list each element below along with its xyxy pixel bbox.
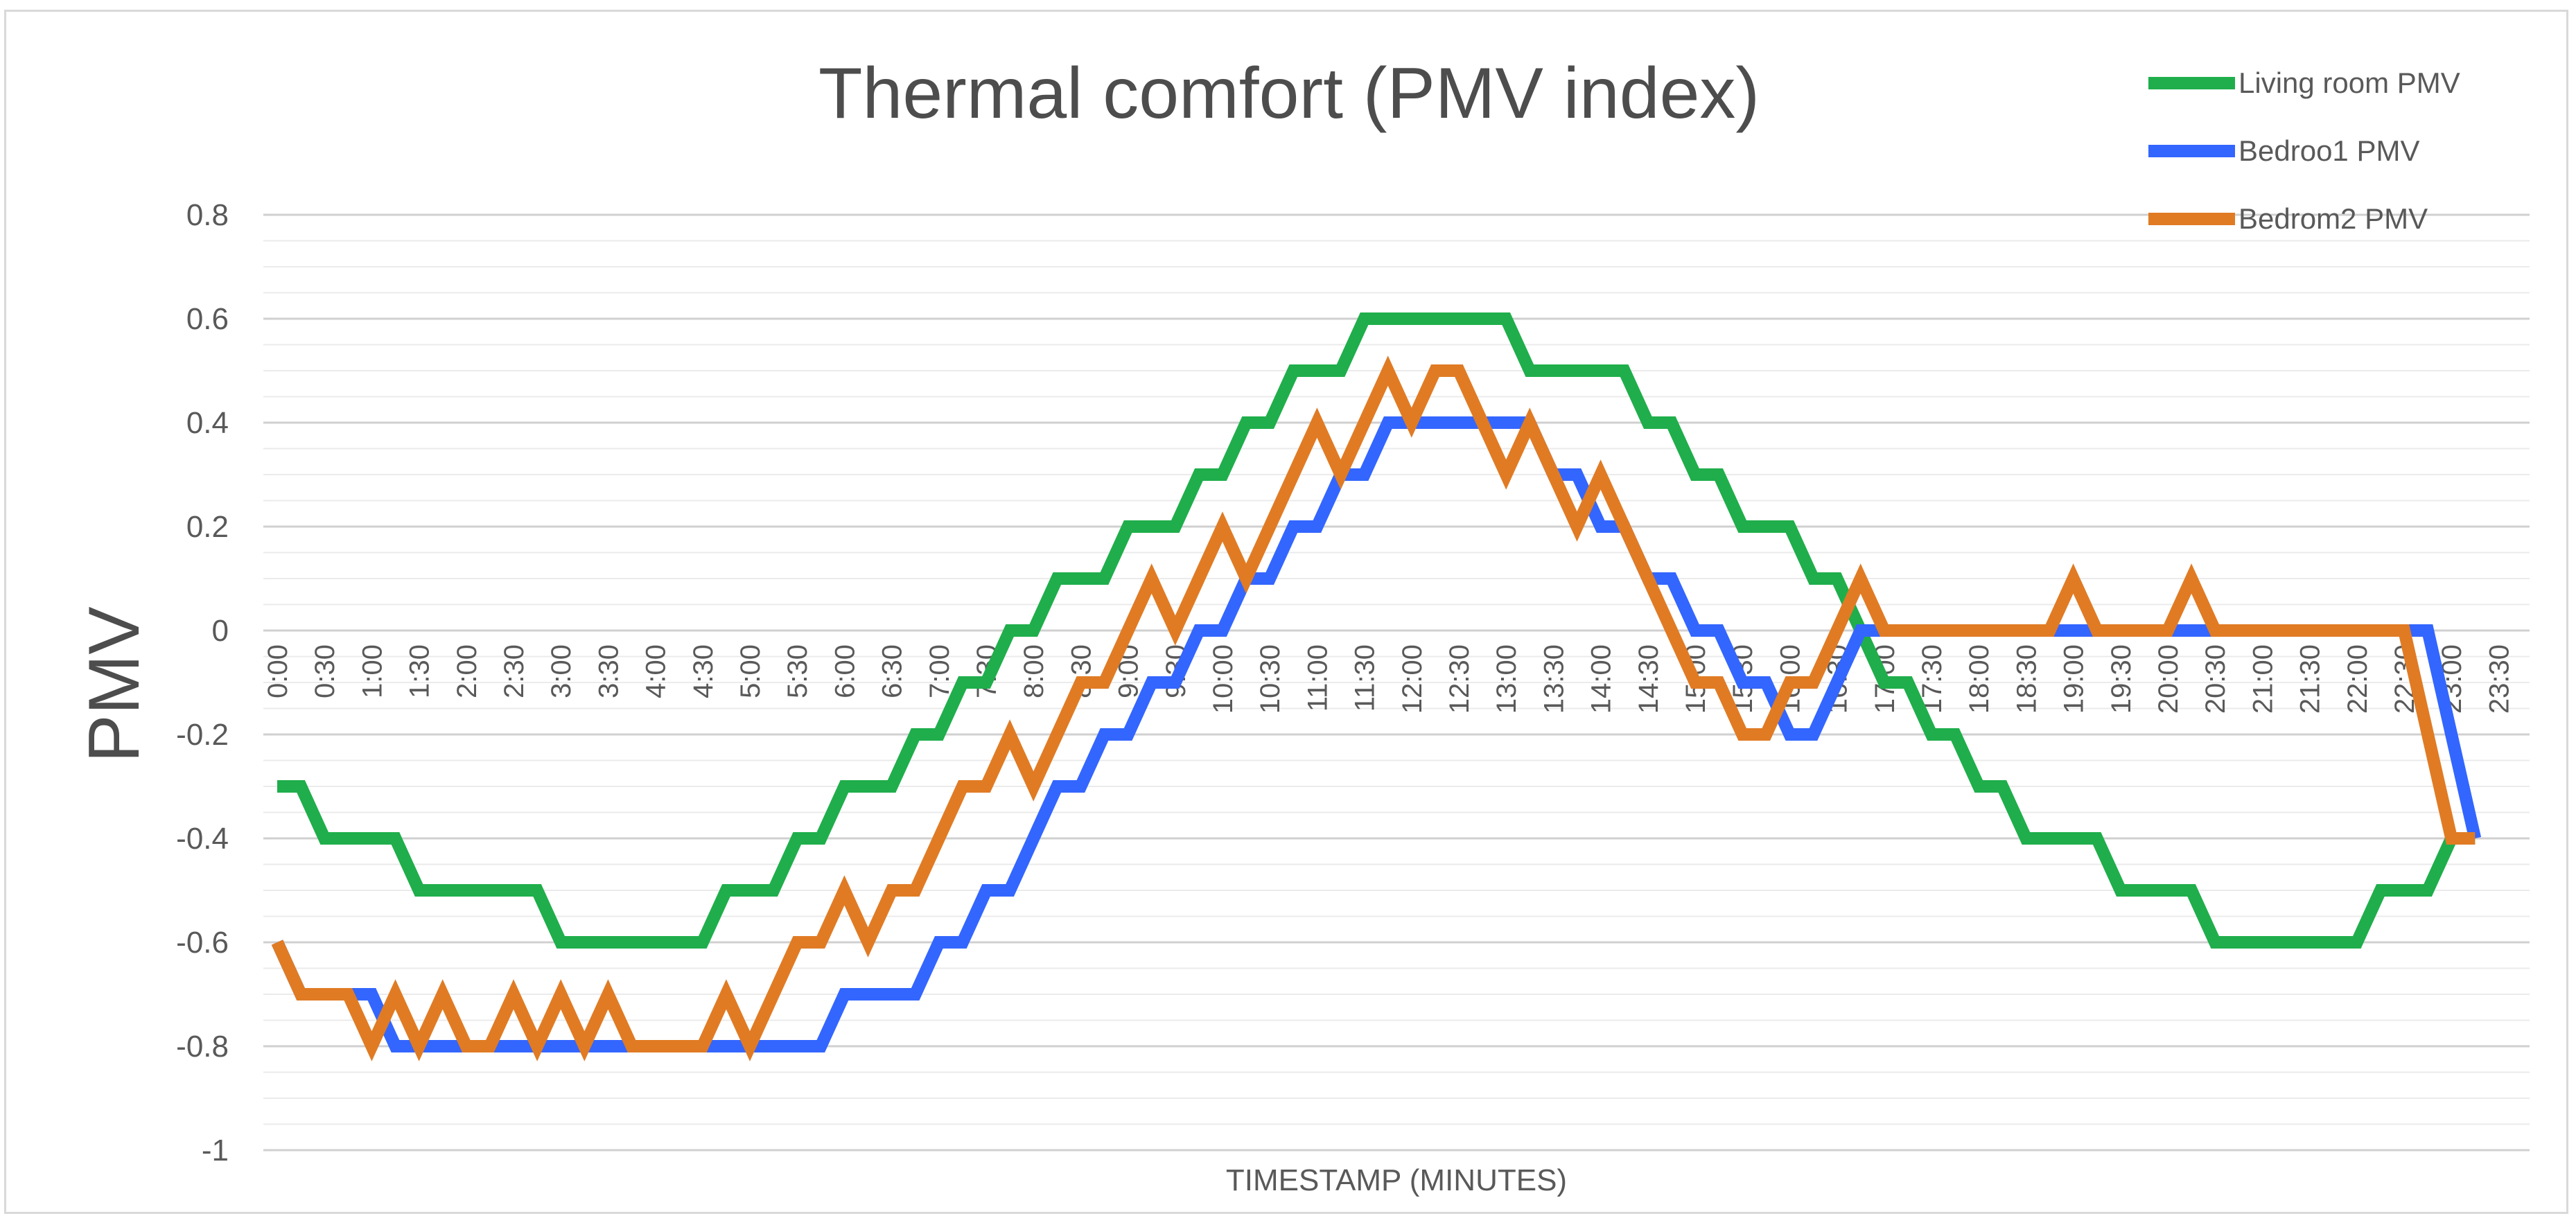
x-tick-label: 21:00: [2248, 644, 2278, 714]
series-line-living-room-pmv: [277, 312, 2476, 949]
y-axis-ticks: 0.8 0.6 0.4 0.2 0 -0.2 -0.4 -0.6 -0.8 -1: [176, 198, 229, 1167]
x-tick-label: 6:00: [830, 644, 860, 698]
x-tick-label: 3:30: [593, 644, 624, 698]
x-axis-ticks: 0:00 0:30 1:00 1:30 2:00 2:30 3:00 3:30 4:00 4:30…: [263, 644, 2514, 714]
legend-label: Bedrom2 PMV: [2238, 202, 2428, 235]
x-tick-label: 2:30: [499, 644, 529, 698]
x-tick-label: 21:30: [2295, 644, 2326, 714]
x-tick-label: 18:30: [2011, 644, 2042, 714]
y-tick-label: -0.2: [176, 718, 229, 752]
x-tick-label: 12:30: [1444, 644, 1475, 714]
x-tick-label: 1:30: [405, 644, 435, 698]
y-tick-label: 0.8: [186, 198, 229, 232]
x-tick-label: 0:30: [310, 644, 340, 698]
x-tick-label: 20:30: [2200, 644, 2231, 714]
series-line-bedroo1-pmv: [271, 416, 2482, 1052]
x-tick-label: 6:30: [877, 644, 908, 698]
x-tick-label: 12:00: [1397, 644, 1428, 714]
x-tick-label: 22:00: [2342, 644, 2373, 714]
x-tick-label: 4:30: [688, 644, 719, 698]
x-tick-label: 11:30: [1350, 644, 1381, 712]
y-tick-label: 0: [212, 614, 229, 648]
x-tick-label: 11:00: [1302, 644, 1333, 712]
x-tick-label: 14:30: [1633, 644, 1664, 714]
legend: Living room PMV Bedroo1 PMV Bedrom2 PMV: [2148, 67, 2460, 235]
y-tick-label: 0.4: [186, 406, 229, 440]
x-tick-label: 2:00: [452, 644, 482, 698]
chart-title: Thermal comfort (PMV index): [818, 53, 1760, 134]
y-tick-label: 0.2: [186, 510, 229, 544]
x-tick-label: 10:30: [1255, 644, 1286, 714]
legend-label: Living room PMV: [2238, 67, 2460, 99]
x-tick-label: 14:00: [1586, 644, 1617, 714]
x-tick-label: 20:00: [2153, 644, 2184, 714]
y-tick-label: -0.6: [176, 926, 229, 960]
x-tick-label: 3:00: [546, 644, 577, 698]
x-tick-label: 10:00: [1208, 644, 1238, 714]
x-tick-label: 18:00: [1964, 644, 1995, 714]
y-tick-label: -0.4: [176, 822, 229, 856]
x-tick-label: 5:30: [782, 644, 813, 698]
x-axis-label: TIMESTAMP (MINUTES): [1226, 1163, 1567, 1197]
x-tick-label: 19:00: [2059, 644, 2089, 714]
y-tick-label: 0.6: [186, 302, 229, 336]
series-lines: [271, 312, 2482, 1061]
x-tick-label: 8:00: [1019, 644, 1049, 698]
series-line-bedrom2-pmv: [271, 355, 2476, 1061]
legend-label: Bedroo1 PMV: [2238, 134, 2419, 167]
x-tick-label: 7:00: [925, 644, 955, 698]
x-tick-label: 4:00: [641, 644, 672, 698]
x-tick-label: 23:30: [2484, 644, 2514, 714]
x-tick-label: 0:00: [263, 644, 293, 698]
y-axis-label: PMV: [74, 606, 155, 762]
y-tick-label: -1: [202, 1134, 229, 1167]
x-tick-label: 19:30: [2106, 644, 2137, 714]
y-tick-label: -0.8: [176, 1030, 229, 1064]
x-tick-label: 13:30: [1539, 644, 1569, 714]
x-tick-label: 1:00: [357, 644, 387, 698]
x-tick-label: 5:00: [735, 644, 766, 698]
x-tick-label: 13:00: [1491, 644, 1522, 714]
